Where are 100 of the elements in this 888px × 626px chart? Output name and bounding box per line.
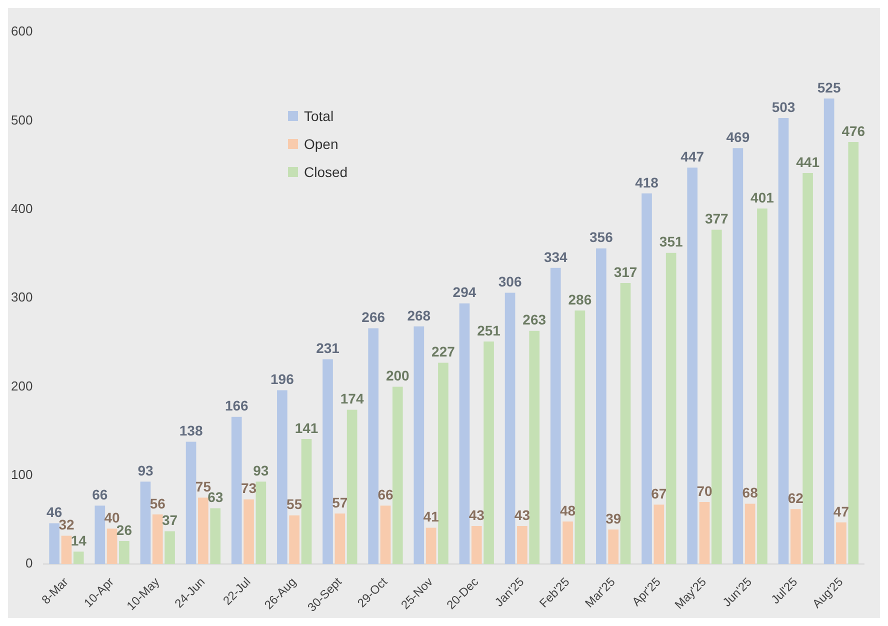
bar — [471, 526, 482, 564]
data-label: 441 — [796, 154, 820, 170]
bar — [210, 508, 221, 564]
y-tick-label: 100 — [10, 466, 33, 482]
data-label: 356 — [590, 229, 614, 246]
bar — [836, 522, 846, 564]
data-label: 447 — [680, 148, 704, 165]
y-tick-label: 600 — [10, 24, 33, 39]
bar — [414, 326, 424, 564]
bar — [438, 362, 448, 564]
bar — [368, 328, 378, 564]
data-label: 227 — [432, 344, 456, 360]
data-label: 48 — [560, 502, 576, 518]
data-label: 174 — [340, 390, 364, 407]
data-label: 41 — [423, 508, 440, 525]
data-label: 200 — [386, 368, 410, 384]
y-tick-label: 400 — [10, 200, 33, 216]
data-label: 503 — [772, 98, 796, 115]
bar — [824, 98, 834, 564]
data-label: 93 — [253, 462, 269, 478]
data-label: 66 — [92, 486, 108, 502]
data-label: 93 — [138, 462, 154, 478]
legend-label: Closed — [304, 164, 348, 180]
bar — [757, 208, 768, 564]
data-label: 286 — [568, 291, 592, 308]
data-label: 62 — [788, 490, 804, 506]
bar — [711, 230, 722, 564]
bar — [778, 118, 789, 564]
bar — [61, 536, 72, 564]
bar — [244, 499, 254, 564]
y-tick-label: 200 — [10, 378, 33, 394]
data-label: 39 — [606, 510, 622, 526]
bar — [790, 509, 801, 564]
data-label: 469 — [726, 129, 750, 146]
data-label: 231 — [316, 340, 340, 356]
bar — [608, 530, 619, 564]
data-label: 67 — [651, 486, 667, 502]
bar — [687, 168, 698, 564]
data-label: 306 — [498, 274, 522, 290]
data-label: 47 — [833, 503, 850, 520]
data-label: 56 — [150, 495, 166, 512]
data-label: 55 — [286, 496, 302, 512]
data-label: 166 — [224, 398, 249, 414]
bar — [562, 522, 573, 564]
data-label: 263 — [522, 312, 546, 328]
bar — [459, 303, 470, 564]
data-label: 334 — [544, 248, 568, 265]
bar — [301, 439, 312, 564]
bar — [504, 292, 516, 564]
data-label: 70 — [696, 482, 712, 499]
bar — [152, 514, 163, 564]
legend-label: Total — [304, 108, 334, 124]
data-label: 43 — [514, 506, 530, 523]
bar — [732, 148, 744, 564]
data-label: 418 — [635, 174, 659, 190]
bar — [186, 442, 196, 564]
bar — [198, 498, 208, 564]
bar — [744, 504, 756, 564]
bar — [620, 282, 631, 564]
data-label: 266 — [362, 309, 386, 326]
bar — [119, 541, 130, 564]
bar — [289, 515, 300, 564]
bar — [642, 193, 652, 564]
bar — [654, 504, 664, 564]
bar — [517, 526, 528, 564]
bar — [164, 531, 175, 564]
bar — [550, 268, 561, 564]
y-tick-label: 500 — [10, 112, 33, 128]
bar — [94, 506, 106, 564]
data-label: 294 — [452, 284, 476, 300]
data-label: 525 — [817, 79, 841, 96]
bar — [699, 502, 710, 564]
bar — [666, 252, 676, 564]
bar — [596, 248, 606, 564]
data-label: 73 — [240, 480, 257, 496]
bar — [426, 528, 436, 564]
bar — [49, 523, 60, 564]
bar — [106, 528, 118, 564]
data-label: 57 — [332, 494, 348, 510]
bar — [256, 482, 266, 564]
data-label: 66 — [378, 486, 394, 502]
data-label: 377 — [704, 210, 729, 227]
data-label: 43 — [468, 506, 485, 523]
data-label: 138 — [179, 422, 203, 439]
bar — [231, 416, 242, 564]
data-label: 141 — [294, 420, 318, 436]
legend-label: Open — [304, 136, 338, 152]
y-tick-label: 0 — [25, 556, 33, 571]
bar — [848, 142, 859, 564]
data-label: 196 — [270, 371, 294, 388]
data-label: 37 — [162, 512, 178, 528]
data-label: 401 — [750, 189, 774, 206]
data-label: 476 — [842, 122, 866, 139]
bar — [334, 514, 346, 564]
data-label: 351 — [659, 234, 683, 250]
bar — [529, 330, 540, 564]
bar — [322, 359, 333, 564]
bar — [802, 173, 813, 564]
data-label: 251 — [477, 322, 501, 338]
data-label: 317 — [614, 264, 638, 280]
